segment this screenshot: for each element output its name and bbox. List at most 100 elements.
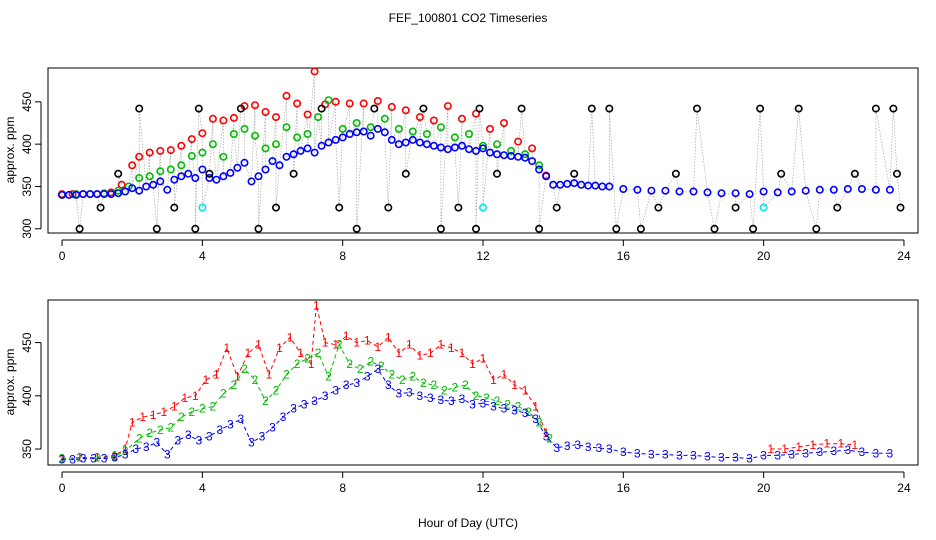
blue-point	[107, 190, 116, 199]
black-point	[152, 224, 161, 233]
series-3-point: 3	[574, 438, 581, 452]
series-2-point: 2	[536, 415, 543, 429]
blue-point	[121, 187, 130, 196]
series-1-point: 1	[203, 373, 210, 387]
black-point	[96, 203, 105, 212]
blue-point	[829, 185, 838, 194]
red-point	[499, 119, 508, 128]
blue-point	[219, 172, 228, 181]
blue-point	[689, 187, 698, 196]
black-point	[170, 203, 179, 212]
series-3-point: 3	[844, 443, 851, 457]
series-3-point: 3	[227, 418, 234, 432]
black-point	[205, 169, 214, 178]
series-3-point: 3	[553, 441, 560, 455]
series-3-point: 3	[585, 440, 592, 454]
green-point	[366, 123, 375, 132]
red-point	[68, 190, 77, 199]
green-point	[177, 161, 186, 170]
series-1-point: 1	[459, 346, 466, 360]
series-3-point: 3	[760, 448, 767, 462]
blue-point	[156, 177, 165, 186]
blue-point	[731, 189, 740, 198]
series-3-point: 3	[111, 451, 118, 465]
blue-point	[401, 138, 410, 147]
blue-point	[675, 187, 684, 196]
series-1-point: 1	[364, 334, 371, 348]
series-1-point: 1	[181, 391, 188, 405]
series-2-point: 2	[336, 338, 343, 352]
series-2-point: 2	[210, 400, 217, 414]
red-point	[156, 146, 165, 155]
series-1-point: 1	[313, 298, 320, 312]
blue-point	[247, 177, 256, 186]
red-point	[229, 113, 238, 122]
series-3-point: 3	[164, 447, 171, 461]
x-tick-label: 16	[617, 481, 631, 495]
series-1-point: 1	[122, 442, 129, 456]
red-point	[198, 129, 207, 138]
x-tick-label: 4	[199, 249, 206, 263]
series-1-point: 1	[543, 426, 550, 440]
series-1-point: 1	[427, 346, 434, 360]
red-point	[208, 114, 217, 123]
black-point	[471, 224, 480, 233]
series-3-point: 3	[732, 451, 739, 465]
series-1-point: 1	[255, 338, 262, 352]
blue-point	[380, 128, 389, 137]
series-3-point: 3	[469, 397, 476, 411]
blue-point	[871, 185, 880, 194]
y-tick-label: 300	[20, 218, 34, 238]
series-1-point: 1	[332, 338, 339, 352]
blue-point	[759, 187, 768, 196]
blue-point	[331, 135, 340, 144]
series-3-line	[62, 368, 890, 461]
blue-point	[647, 186, 656, 195]
series-1-point: 1	[224, 341, 231, 355]
red-point	[145, 148, 154, 157]
top-axes: 0 4 8 12 16 20 24 300 350 400 450	[20, 92, 911, 263]
series-3-point: 3	[662, 447, 669, 461]
black-point	[335, 203, 344, 212]
black-point	[352, 224, 361, 233]
series-3-point: 3	[143, 440, 150, 454]
series-1-point: 1	[374, 340, 381, 354]
series-2-point: 2	[122, 444, 129, 458]
series-1-point: 1	[809, 438, 816, 452]
black-point	[731, 203, 740, 212]
blue-point	[485, 148, 494, 157]
green-point	[324, 96, 333, 105]
x-tick-label: 16	[617, 249, 631, 263]
cyan-point	[759, 203, 768, 212]
blue-point	[261, 165, 270, 174]
green-point	[422, 130, 431, 139]
red-point	[345, 99, 354, 108]
blue-point	[170, 175, 179, 184]
series-2-line	[61, 343, 551, 460]
black-point	[317, 104, 326, 113]
red-point	[251, 101, 260, 110]
cyan-point	[198, 203, 207, 212]
blue-point	[268, 157, 277, 166]
blue-point	[801, 186, 810, 195]
series-2-point: 2	[146, 426, 153, 440]
series-1-point: 1	[532, 400, 539, 414]
blue-point	[478, 144, 487, 153]
series-3-point: 3	[353, 376, 360, 390]
series-2-point: 2	[367, 355, 374, 369]
series-3-point: 3	[80, 452, 87, 466]
black-point	[749, 224, 758, 233]
series-3-point: 3	[406, 386, 413, 400]
series-1-point: 1	[781, 442, 788, 456]
series-2-point: 2	[178, 410, 185, 424]
black-point	[191, 224, 200, 233]
black-point	[236, 104, 245, 113]
blue-point	[528, 157, 537, 166]
black-point	[692, 104, 701, 113]
series-2-point: 2	[346, 357, 353, 371]
black-point	[654, 203, 663, 212]
blue-point	[142, 182, 151, 191]
series-3-point: 3	[873, 446, 880, 460]
blue-point	[324, 138, 333, 147]
series-3-point: 3	[480, 396, 487, 410]
